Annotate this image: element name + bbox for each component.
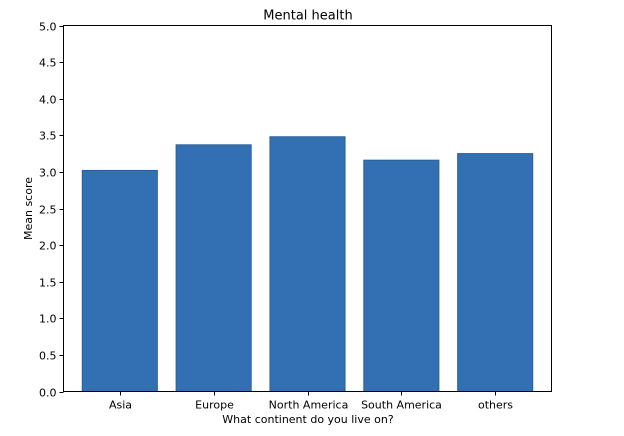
bar-2 (269, 136, 346, 392)
y-tick-label-4: 2.0 (39, 240, 57, 253)
y-tick-label-5: 2.5 (39, 204, 57, 217)
y-tick-label-2: 1.0 (39, 313, 57, 326)
x-tick-label-3: South America (361, 399, 442, 412)
plot-frame (63, 25, 552, 392)
y-tick-label-9: 4.5 (39, 57, 57, 70)
x-axis: Asia Europe North America South America othe… (109, 391, 513, 412)
y-axis: 0.0 0.5 1.0 1.5 2.0 2.5 3.0 3.5 4.0 4.5 5.0 (39, 21, 64, 400)
y-axis-label: Mean score (22, 177, 35, 240)
y-tick-label-1: 0.5 (39, 350, 57, 363)
x-tick-label-4: others (478, 399, 513, 412)
x-tick-label-1: Europe (195, 399, 234, 412)
y-tick-label-6: 3.0 (39, 167, 57, 180)
y-tick-label-7: 3.5 (39, 130, 57, 143)
y-tick-label-8: 4.0 (39, 94, 57, 107)
y-tick-label-3: 1.5 (39, 277, 57, 290)
chart-title: Mental health (263, 9, 352, 24)
bars-group (81, 136, 534, 392)
x-axis-label: What continent do you live on? (222, 413, 394, 426)
x-tick-label-0: Asia (109, 399, 132, 412)
y-tick-label-10: 5.0 (39, 21, 57, 34)
bar-4 (457, 153, 534, 392)
y-tick-label-0: 0.0 (39, 387, 57, 400)
bar-1 (175, 144, 252, 392)
bar-0 (81, 169, 158, 392)
x-tick-label-2: North America (269, 399, 349, 412)
bar-3 (363, 159, 440, 392)
